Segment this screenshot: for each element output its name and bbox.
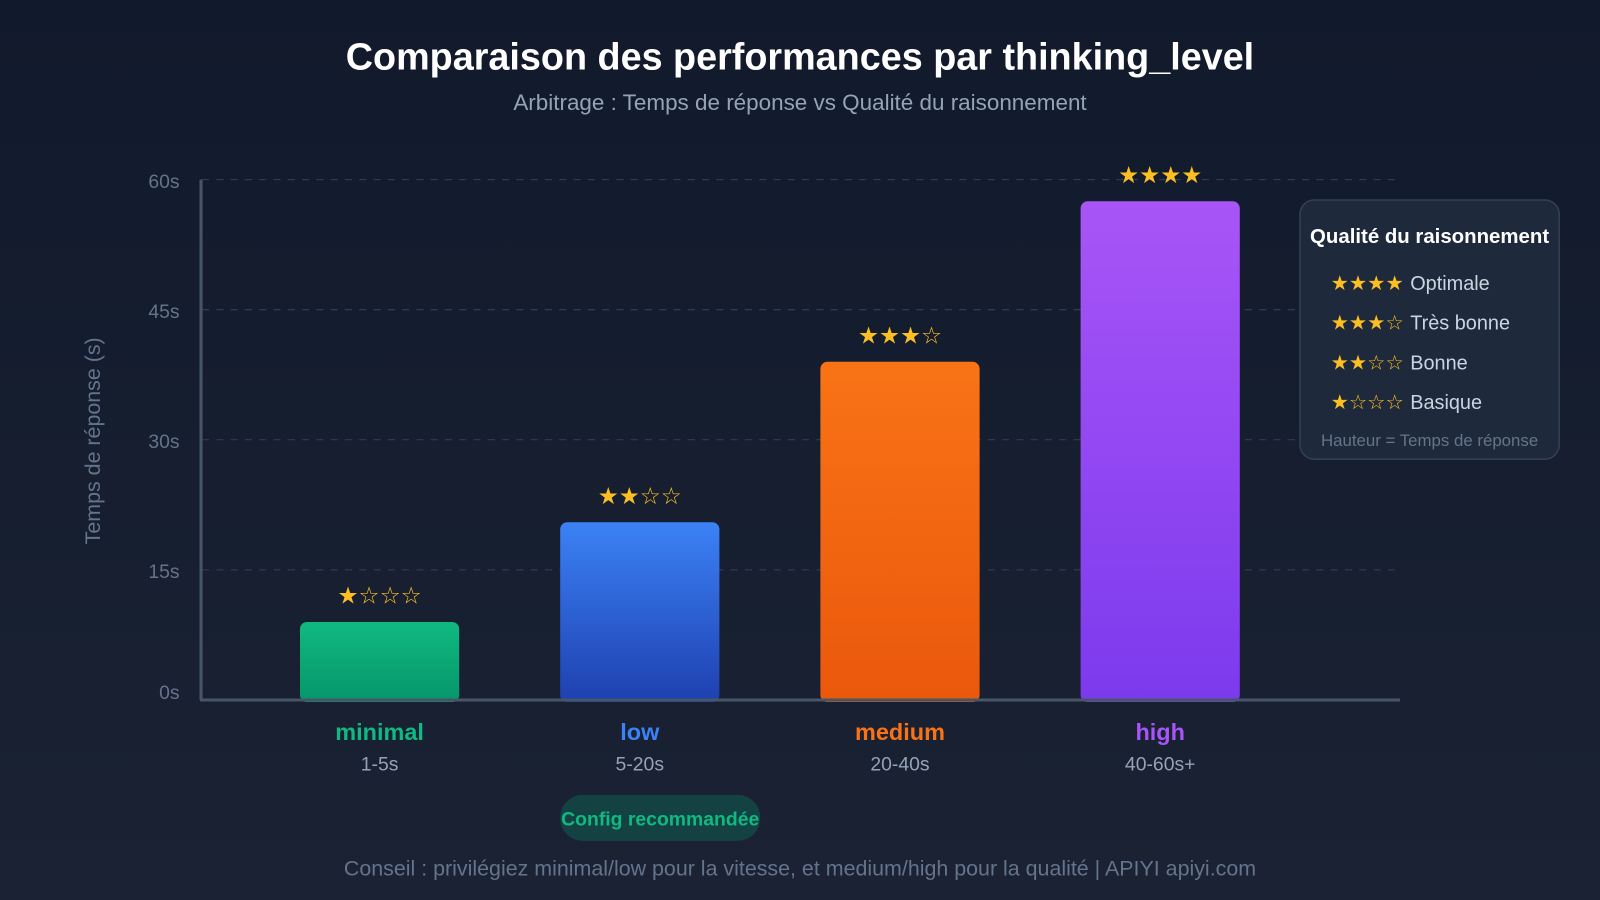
y-tick-label: 60s	[148, 171, 179, 193]
legend-label: Basique	[1410, 392, 1482, 414]
chart-subtitle: Arbitrage : Temps de réponse vs Qualité …	[513, 90, 1087, 115]
legend-label: Bonne	[1410, 352, 1467, 374]
x-tick-label: low	[620, 719, 660, 745]
footer-note: Conseil : privilégiez minimal/low pour l…	[344, 857, 1256, 881]
legend-label: Très bonne	[1410, 313, 1510, 335]
legend: Qualité du raisonnement ★★★★ Optimale ★★★☆…	[1299, 199, 1560, 460]
y-tick-label: 15s	[148, 561, 179, 583]
y-tick-label: 0s	[159, 682, 179, 704]
x-range-label: 5-20s	[616, 753, 664, 775]
bar-stars-low: ★★☆☆	[598, 483, 682, 509]
x-tick-label: minimal	[335, 719, 424, 745]
badge-background	[560, 794, 761, 841]
bar-high	[1080, 201, 1240, 703]
legend-stars: ★★★☆	[1331, 313, 1404, 335]
chart-title: Comparaison des performances par thinkin…	[346, 35, 1254, 77]
legend-stars: ★★☆☆	[1331, 352, 1404, 374]
legend-title: Qualité du raisonnement	[1310, 226, 1549, 248]
bar-minimal	[300, 621, 460, 703]
legend-stars: ★★★★	[1331, 273, 1404, 295]
recommended-badge: Config recommandée	[560, 794, 761, 841]
legend-label: Optimale	[1410, 273, 1490, 295]
legend-stars: ★☆☆☆	[1331, 392, 1404, 414]
y-tick-label: 45s	[148, 301, 179, 323]
legend-note: Hauteur = Temps de réponse	[1321, 431, 1538, 450]
bar-stars-high: ★★★★	[1118, 162, 1202, 188]
y-tick-label: 30s	[148, 431, 179, 453]
legend-box	[1299, 199, 1560, 460]
x-range-label: 20-40s	[870, 753, 929, 775]
x-tick-label: medium	[855, 719, 945, 745]
y-axis-label: Temps de réponse (s)	[81, 337, 105, 544]
x-tick-label: high	[1135, 719, 1185, 745]
bar-low	[560, 522, 720, 703]
x-range-label: 1-5s	[361, 753, 399, 775]
x-range-label: 40-60s+	[1125, 753, 1196, 775]
bar-stars-medium: ★★★☆	[858, 322, 942, 348]
bar-stars-minimal: ★☆☆☆	[338, 583, 422, 609]
bar-medium	[820, 361, 980, 703]
badge-label: Config recommandée	[561, 809, 759, 831]
